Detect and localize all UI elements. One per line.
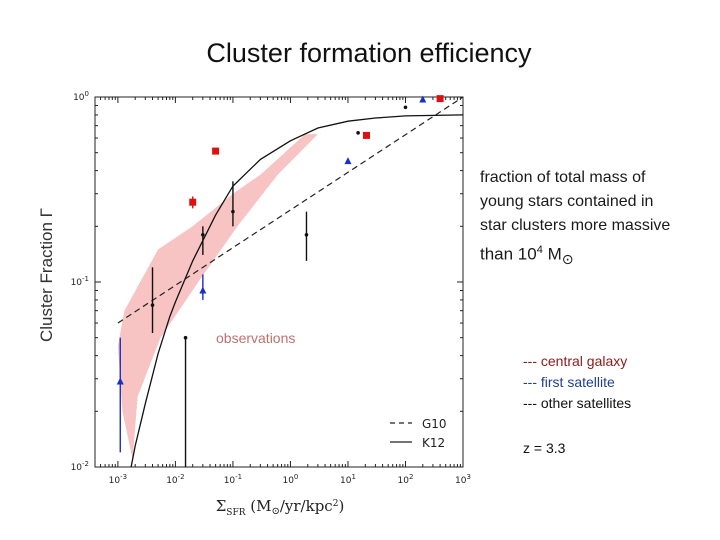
- y-tick-label: 10-1: [71, 275, 89, 288]
- description-text: fraction of total mass of young stars co…: [480, 166, 710, 272]
- plot-axes: [94, 96, 464, 468]
- x-tick-label: 101: [340, 473, 356, 486]
- x-tick-label: 100: [282, 473, 298, 486]
- legend-first-satellite: --- first satellite: [523, 374, 615, 390]
- data-point-circle: [304, 232, 309, 237]
- data-point-circle: [150, 303, 155, 307]
- description-line: young stars contained in: [480, 193, 654, 210]
- data-point-circle: [403, 105, 408, 110]
- legend-label-G10: G10: [422, 417, 447, 431]
- description-line-mass: than 104 M⊙: [480, 238, 710, 272]
- data-point-triangle: [116, 377, 124, 385]
- data-point-circle: [183, 335, 188, 340]
- redshift-label: z = 3.3: [523, 440, 566, 456]
- data-point-square: [436, 95, 444, 103]
- data-point-square: [362, 131, 370, 139]
- description-suffix: M: [542, 244, 562, 264]
- x-tick-label: 103: [455, 473, 471, 486]
- data-point-triangle: [199, 286, 207, 294]
- x-tick-label: 10-2: [166, 473, 184, 486]
- x-tick-label: 10-3: [109, 473, 127, 486]
- model-lines: [117, 97, 463, 467]
- series-legend: --- central galaxy --- first satellite -…: [523, 351, 631, 414]
- data-point-circle: [356, 131, 360, 135]
- observations-region-layer: observations: [117, 134, 318, 460]
- axis-labels-layer: 10-3 10-2 10-1 100 101 102 103 10-2 10-1 100 Clust…: [37, 90, 471, 518]
- description-line: star clusters more massive: [480, 217, 671, 234]
- data-point-triangle: [344, 157, 352, 165]
- data-point-circle: [201, 232, 205, 237]
- x-tick-label: 102: [398, 473, 414, 486]
- y-tick-label: 100: [73, 90, 89, 103]
- model-lines-layer: [117, 97, 463, 467]
- data-point-square: [189, 198, 197, 206]
- x-axis-label: ΣSFR (M⊙/yr/kpc2): [216, 497, 345, 518]
- solar-mass-symbol: ⊙: [561, 252, 574, 269]
- data-point-triangle: [419, 95, 427, 103]
- x-tick-label: 10-1: [224, 473, 242, 486]
- description-exponent: 4: [536, 244, 543, 256]
- y-tick-label: 10-2: [71, 460, 89, 473]
- slide-title: Cluster formation efficiency: [206, 38, 532, 68]
- legend-label-K12: K12: [422, 436, 445, 450]
- model-line-G10: [117, 97, 463, 324]
- legend-other-satellites: --- other satellites: [523, 395, 632, 411]
- observations-region: [117, 134, 318, 460]
- description-line: fraction of total mass of: [480, 169, 646, 186]
- legend-central-galaxy: --- central galaxy: [523, 353, 628, 369]
- data-points-layer: [116, 95, 444, 467]
- y-axis-label: Cluster Fraction Γ: [37, 208, 56, 342]
- observations-label: observations: [216, 330, 295, 346]
- data-point-circle: [231, 209, 235, 214]
- description-prefix: than 10: [480, 244, 537, 264]
- data-point-square: [212, 147, 220, 155]
- model-line-K12: [130, 114, 463, 467]
